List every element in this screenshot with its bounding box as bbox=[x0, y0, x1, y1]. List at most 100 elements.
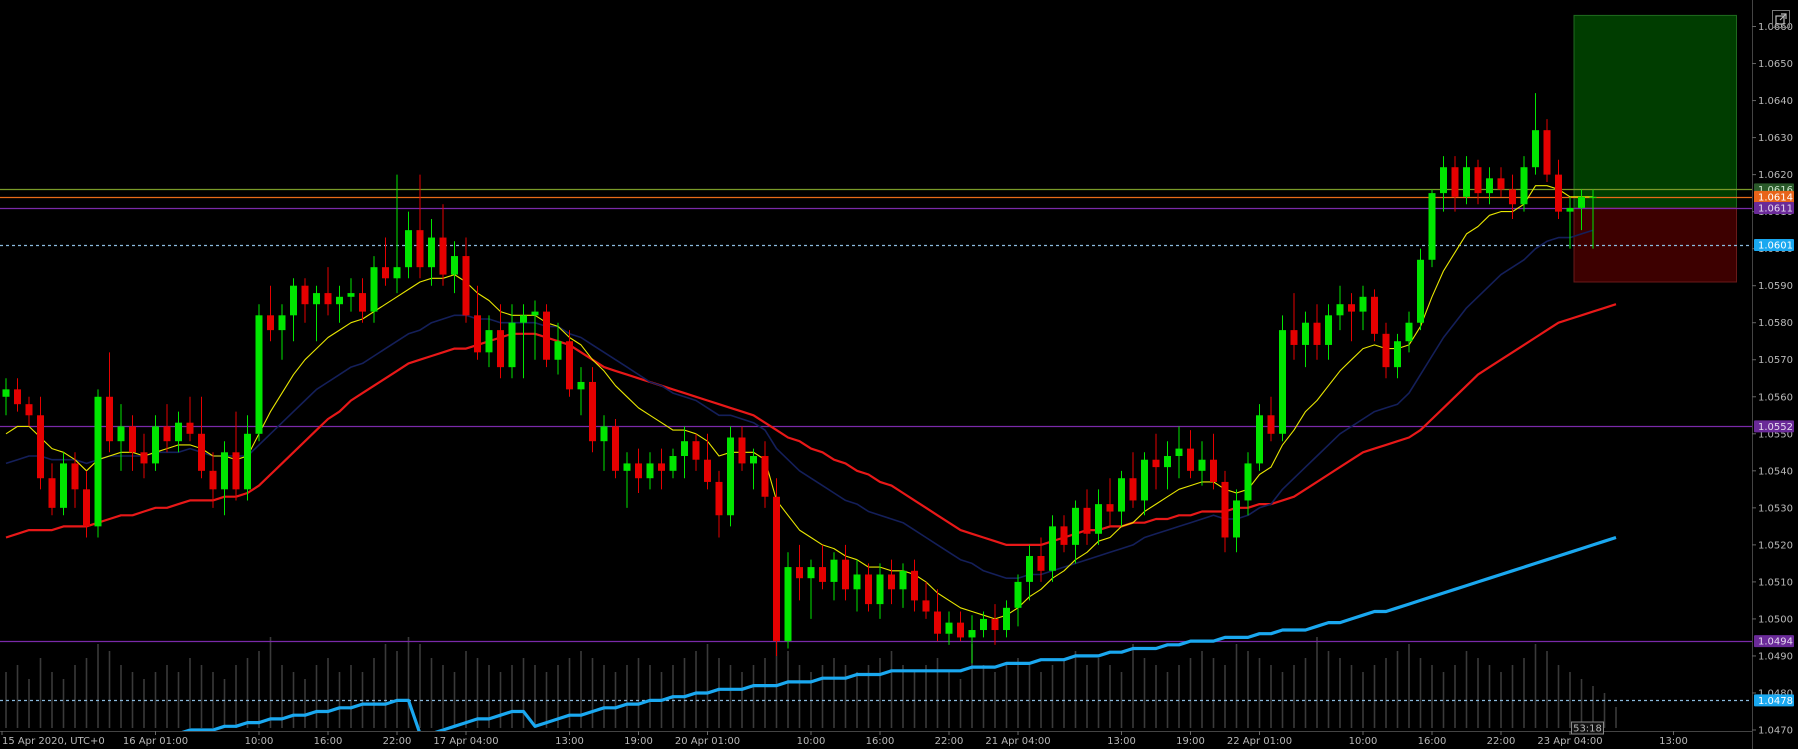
bear-candle bbox=[704, 459, 711, 482]
bear-candle bbox=[382, 267, 389, 279]
bull-candle bbox=[1302, 322, 1309, 345]
volume-bars bbox=[5, 637, 1617, 728]
bear-candle bbox=[543, 311, 550, 360]
bear-candle bbox=[566, 341, 573, 390]
bull-candle bbox=[1256, 415, 1263, 464]
bull-candle bbox=[623, 463, 631, 471]
price-tick-label: 1.0490 bbox=[1758, 651, 1793, 662]
time-tick-label: 22:00 bbox=[1487, 736, 1516, 747]
bear-candle bbox=[1313, 322, 1321, 345]
time-axis[interactable]: 15 Apr 2020, UTC+0 16 Apr 01:00 10:00 16:00… bbox=[0, 721, 1752, 749]
price-tag bbox=[1754, 694, 1794, 707]
time-tick-label: 13:00 bbox=[1107, 736, 1136, 747]
time-tick-label: 13:00 bbox=[555, 736, 584, 747]
bull-candle bbox=[1405, 322, 1413, 342]
bear-candle bbox=[888, 574, 895, 590]
bull-candle bbox=[830, 559, 838, 582]
bear-candle bbox=[25, 404, 33, 416]
bear-candle bbox=[48, 478, 56, 508]
bear-candle bbox=[1509, 189, 1516, 205]
moving-averages bbox=[5, 185, 1617, 749]
price-tick-label: 1.0580 bbox=[1758, 318, 1793, 329]
bull-candle bbox=[1164, 456, 1171, 468]
bear-candle bbox=[1348, 304, 1355, 312]
bear-candle bbox=[83, 489, 90, 527]
position-tool[interactable] bbox=[1573, 14, 1737, 283]
time-tick-label: 16:00 bbox=[1418, 736, 1447, 747]
bear-candle bbox=[658, 463, 665, 471]
bear-candle bbox=[1474, 167, 1482, 194]
bull-candle bbox=[750, 456, 757, 464]
bull-candle bbox=[313, 293, 320, 305]
bear-candle bbox=[1129, 478, 1137, 501]
price-tag-label: 1.0494 bbox=[1758, 637, 1793, 648]
bear-candle bbox=[1555, 174, 1562, 212]
time-tick-label: 10:00 bbox=[245, 736, 274, 747]
bull-candle bbox=[221, 452, 228, 490]
bear-candle bbox=[796, 567, 803, 579]
bear-candle bbox=[14, 389, 21, 405]
bear-candle bbox=[267, 315, 274, 331]
maximize-icon[interactable] bbox=[1772, 10, 1790, 28]
bear-candle bbox=[865, 574, 872, 605]
price-tag-label: 1.0478 bbox=[1758, 696, 1793, 707]
bear-candle bbox=[416, 230, 424, 268]
time-tick-label: 15 Apr 2020, UTC+0 bbox=[2, 736, 105, 747]
time-tick-label: 17 Apr 04:00 bbox=[433, 736, 498, 747]
bear-candle bbox=[692, 441, 700, 460]
bull-candle bbox=[1532, 130, 1539, 168]
bear-candle bbox=[842, 559, 849, 590]
bull-candle bbox=[980, 618, 987, 631]
price-tag-label: 1.0611 bbox=[1758, 203, 1793, 214]
bear-candle bbox=[186, 422, 194, 434]
bull-candle bbox=[1428, 193, 1436, 260]
stop-loss-zone bbox=[1573, 207, 1737, 283]
bull-candle bbox=[278, 315, 286, 331]
price-tick-label: 1.0630 bbox=[1758, 133, 1793, 144]
price-axis[interactable]: 1.06601.06501.06401.06301.06201.06101.06… bbox=[1752, 0, 1798, 749]
price-tick-label: 1.0540 bbox=[1758, 466, 1793, 477]
bull-candle bbox=[807, 567, 815, 579]
time-tick-label: 21 Apr 04:00 bbox=[985, 736, 1050, 747]
bull-candle bbox=[94, 396, 102, 527]
bull-candle bbox=[945, 622, 953, 634]
bull-candle bbox=[1244, 463, 1252, 501]
time-tick-label: 16 Apr 01:00 bbox=[123, 736, 188, 747]
bull-candle bbox=[1049, 526, 1056, 571]
price-tick-label: 1.0640 bbox=[1758, 96, 1793, 107]
ema-mid-line bbox=[5, 229, 1594, 579]
bear-candle bbox=[439, 237, 447, 275]
bull-candle bbox=[1233, 500, 1240, 538]
bear-candle bbox=[198, 433, 205, 471]
bear-candle bbox=[1187, 448, 1194, 471]
bull-candle bbox=[1520, 167, 1528, 205]
time-tick-label: 23 Apr 04:00 bbox=[1537, 736, 1602, 747]
bear-candle bbox=[232, 452, 240, 490]
bear-candle bbox=[1451, 167, 1459, 197]
price-tick-label: 1.0560 bbox=[1758, 392, 1793, 403]
bear-candle bbox=[1152, 459, 1160, 468]
horizontal-levels[interactable] bbox=[0, 188, 1752, 702]
time-tick-label: 19:00 bbox=[1176, 736, 1205, 747]
bull-candle bbox=[681, 441, 688, 457]
bear-candle bbox=[1221, 481, 1229, 538]
time-tick-label: 19:00 bbox=[624, 736, 653, 747]
bull-candle bbox=[60, 463, 67, 508]
bear-candle bbox=[819, 567, 826, 582]
time-tick-label: 10:00 bbox=[1349, 736, 1378, 747]
bull-candle bbox=[784, 567, 792, 642]
bear-candle bbox=[1290, 330, 1298, 345]
bull-candle bbox=[451, 256, 458, 275]
bear-candle bbox=[37, 415, 44, 479]
bear-candle bbox=[1106, 504, 1114, 512]
price-tick-label: 1.0550 bbox=[1758, 429, 1793, 440]
bull-candle bbox=[393, 267, 401, 279]
bull-candle bbox=[853, 574, 861, 590]
bull-candle bbox=[669, 456, 677, 471]
bull-candle bbox=[152, 426, 159, 464]
bull-candle bbox=[336, 296, 343, 305]
bear-candle bbox=[635, 463, 642, 479]
bull-candle bbox=[554, 341, 562, 360]
